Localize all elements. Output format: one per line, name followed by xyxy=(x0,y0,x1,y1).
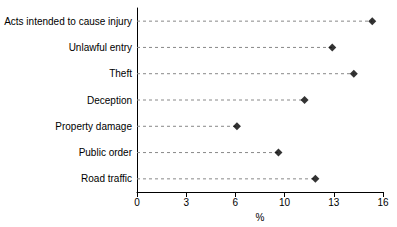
svg-text:6: 6 xyxy=(233,197,239,208)
svg-text:Road traffic: Road traffic xyxy=(81,173,132,184)
svg-text:Acts intended to cause injury: Acts intended to cause injury xyxy=(4,16,132,27)
svg-text:%: % xyxy=(256,212,265,223)
svg-text:0: 0 xyxy=(134,197,140,208)
svg-text:3: 3 xyxy=(183,197,189,208)
svg-text:Public order: Public order xyxy=(79,147,133,158)
svg-text:Deception: Deception xyxy=(87,95,132,106)
svg-text:10: 10 xyxy=(279,197,291,208)
svg-text:13: 13 xyxy=(328,197,340,208)
svg-text:Theft: Theft xyxy=(109,68,132,79)
svg-text:Unlawful entry: Unlawful entry xyxy=(69,42,132,53)
svg-text:16: 16 xyxy=(377,197,389,208)
svg-text:Property damage: Property damage xyxy=(55,121,132,132)
